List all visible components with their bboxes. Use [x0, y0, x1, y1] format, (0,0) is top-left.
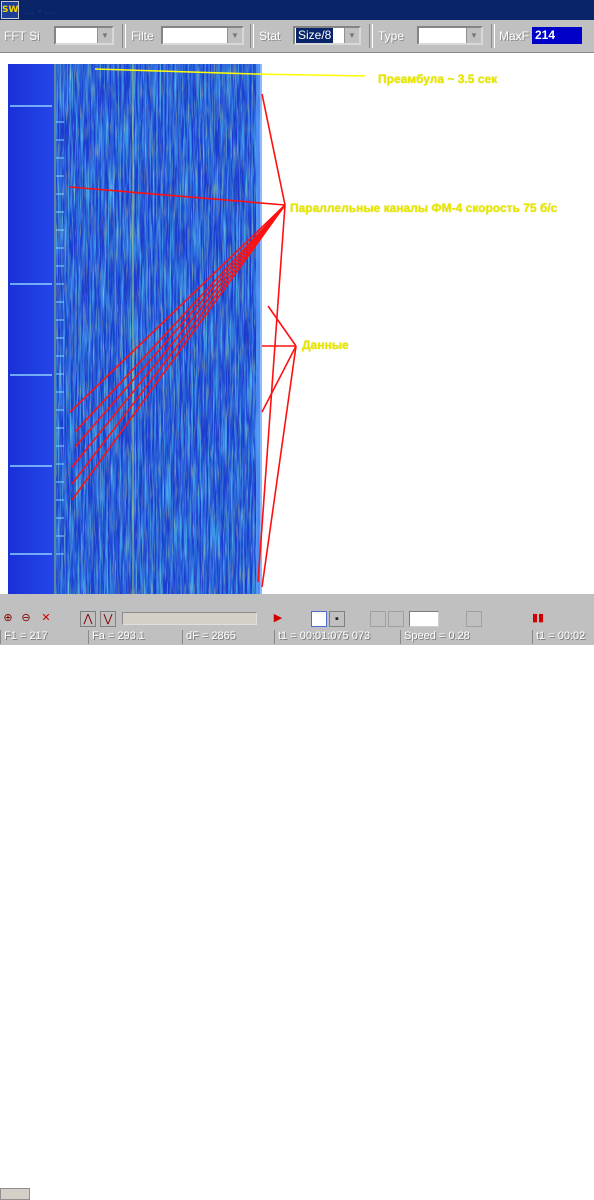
status-fa: Fa = 293.1	[88, 630, 180, 644]
type-label: Type	[378, 29, 405, 43]
chevron-down-icon[interactable]: ▼	[97, 28, 112, 43]
zoom-out-icon[interactable]: ⊖	[21, 612, 31, 624]
app-logo: SW	[1, 1, 19, 19]
max-freq-label: MaxF	[499, 29, 529, 43]
spectrogram-left-band	[8, 64, 54, 594]
toolbar: FFT Si ▼ Filte ▼ Stat Size/8 ▼ Type ▼ Ma…	[0, 20, 594, 53]
scroll-thumb[interactable]	[0, 1188, 30, 1200]
stop-icon[interactable]: ▪	[329, 611, 345, 627]
status-f1: F1 = 217	[0, 630, 86, 644]
max-freq-readout[interactable]: 214	[532, 27, 582, 44]
toolbar-separator	[369, 24, 373, 48]
step-input[interactable]	[409, 611, 439, 627]
zoom-in-icon[interactable]: ⊕	[3, 612, 13, 624]
chart-icon[interactable]: ⋀	[80, 611, 96, 627]
spin-button[interactable]	[466, 611, 482, 627]
bottom-toolbar: ⊕ ⊖ ✕ ⋀ ⋁ ▶ ▪ ▮▮ F1 = 217 Fa = 293.1 dF …	[0, 608, 594, 645]
chevron-down-icon[interactable]: ▼	[227, 28, 242, 43]
status-t1: t1 = 00:01:075 073	[274, 630, 398, 644]
chevron-down-icon[interactable]: ▼	[344, 28, 359, 43]
record-icon[interactable]: ▶	[273, 612, 283, 624]
toolbar-separator	[491, 24, 495, 48]
type-select[interactable]: ▼	[417, 26, 483, 45]
fft-size-label: FFT Si	[4, 29, 40, 43]
bar-chart-icon[interactable]: ▮▮	[531, 612, 545, 624]
filter-label: Filte	[131, 29, 154, 43]
preamble-marker-line	[94, 68, 256, 75]
parallel-channels-annotation: Параллельные каналы ФМ-4 скорость 75 б/с	[290, 201, 558, 215]
spectrogram-right-edge	[256, 64, 262, 594]
toolbar-separator	[250, 24, 254, 48]
horizontal-scrollbar[interactable]	[0, 594, 594, 1200]
step-back-button[interactable]	[370, 611, 386, 627]
position-slider[interactable]	[122, 612, 257, 625]
toggle-button[interactable]	[311, 611, 327, 627]
chart-icon[interactable]: ⋁	[100, 611, 116, 627]
preamble-annotation: Преамбула ~ 3.5 сек	[378, 72, 498, 86]
window-title: ... - ...	[24, 3, 55, 17]
spectrogram-area[interactable]: Преамбула ~ 3.5 сек Параллельные каналы …	[0, 62, 594, 594]
stat-value: Size/8	[296, 28, 334, 43]
filter-select[interactable]: ▼	[161, 26, 244, 45]
preamble-pointer-line	[254, 73, 366, 77]
stat-select[interactable]: Size/8 ▼	[293, 26, 361, 45]
data-annotation: Данные	[302, 338, 349, 352]
channel-tick-marks	[10, 105, 64, 555]
status-df: dF = 2865	[182, 630, 272, 644]
title-bar: SW ... - ...	[0, 0, 594, 20]
status-speed: Speed = 0.28	[400, 630, 530, 644]
spectrogram-noise-yellow	[56, 64, 260, 594]
chevron-down-icon[interactable]: ▼	[466, 28, 481, 43]
spectrogram-svg[interactable]	[0, 62, 594, 594]
status-t2: t1 = 00:02	[532, 630, 594, 644]
toolbar-separator	[122, 24, 126, 48]
step-forward-button[interactable]	[388, 611, 404, 627]
data-pointers	[261, 305, 297, 588]
fft-size-select[interactable]: ▼	[54, 26, 114, 45]
stat-label: Stat	[259, 29, 281, 43]
cross-icon[interactable]: ✕	[41, 612, 51, 624]
